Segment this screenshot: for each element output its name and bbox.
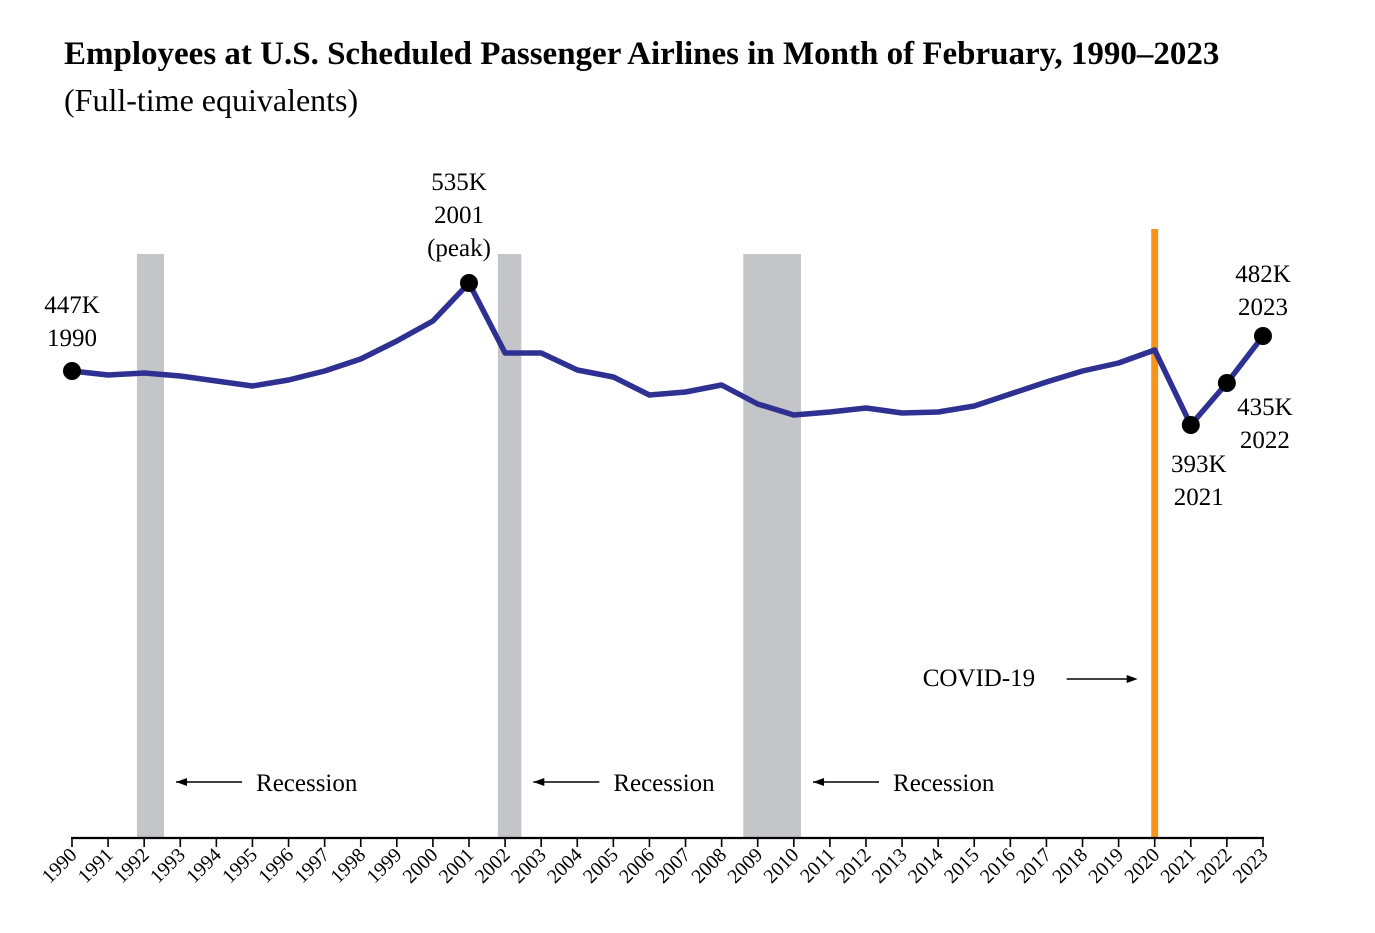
data-label: 393K — [1171, 451, 1227, 478]
x-tick-label: 2001 — [435, 844, 479, 888]
x-tick-label: 2015 — [940, 844, 984, 888]
recession-band — [136, 254, 165, 838]
x-tick-label: 1990 — [38, 844, 82, 888]
x-tick-label: 2020 — [1120, 844, 1164, 888]
series-line — [69, 280, 1266, 428]
x-tick-label: 2021 — [1156, 844, 1200, 888]
recession-label: Recession — [256, 770, 358, 797]
recession-arrow-head — [176, 778, 188, 786]
data-label: (peak) — [427, 235, 491, 262]
recession-arrow-head — [813, 778, 825, 786]
x-tick-label: 1998 — [326, 844, 370, 888]
covid-label: COVID-19 — [923, 665, 1035, 692]
x-tick-label: 1996 — [254, 844, 298, 888]
x-tick-label: 1999 — [363, 844, 407, 888]
data-point-marker — [1181, 416, 1200, 434]
x-tick-label: 2019 — [1084, 844, 1128, 888]
x-tick-label: 2017 — [1012, 844, 1056, 888]
x-tick-label: 1993 — [146, 844, 190, 888]
x-tick-label: 2022 — [1193, 844, 1237, 888]
data-label: 2001 — [434, 202, 484, 229]
x-tick-label: 2023 — [1229, 844, 1273, 888]
x-tick-label: 2011 — [796, 844, 839, 887]
data-label: 2023 — [1238, 294, 1288, 321]
x-tick-label: 2005 — [579, 844, 623, 888]
x-tick-label: 2010 — [759, 844, 803, 888]
x-tick-label: 1992 — [110, 844, 154, 888]
x-tick-label: 2007 — [651, 844, 695, 888]
x-tick-label: 2013 — [868, 844, 912, 888]
data-label: 535K — [431, 169, 487, 196]
chart-subtitle: (Full-time equivalents) — [64, 82, 359, 118]
x-tick-label: 1991 — [74, 844, 118, 888]
x-tick-label: 2000 — [399, 844, 443, 888]
recession-label: Recession — [613, 770, 715, 797]
recession-label: Recession — [893, 770, 995, 797]
data-point-marker — [63, 362, 81, 380]
chart-title: Employees at U.S. Scheduled Passenger Ai… — [64, 36, 1220, 72]
covid-arrow-head — [1126, 675, 1138, 683]
data-point-marker — [1217, 374, 1236, 392]
x-tick-label: 2006 — [615, 844, 659, 888]
x-tick-label: 2008 — [687, 844, 731, 888]
covid-line — [1151, 229, 1159, 838]
x-tick-label: 1995 — [218, 844, 262, 888]
x-tick-label: 2002 — [471, 844, 515, 888]
data-label: 482K — [1235, 261, 1291, 288]
x-tick-label: 1997 — [290, 844, 334, 888]
data-label: 447K — [44, 292, 100, 319]
x-tick-label: 2016 — [976, 844, 1020, 888]
x-tick-label: 2009 — [723, 844, 767, 888]
x-tick-label: 2018 — [1048, 844, 1092, 888]
data-label: 2022 — [1240, 427, 1290, 454]
data-point-marker — [1253, 327, 1272, 345]
data-label: 435K — [1237, 394, 1293, 421]
recession-band — [743, 254, 802, 838]
data-point-marker — [459, 274, 478, 292]
x-tick-label: 2004 — [543, 844, 587, 888]
data-label: 1990 — [47, 325, 97, 352]
x-tick-label: 2014 — [904, 844, 948, 888]
x-tick-label: 2012 — [832, 844, 876, 888]
data-label: 2021 — [1174, 484, 1224, 511]
recession-band — [497, 254, 522, 838]
x-tick-label: 2003 — [507, 844, 551, 888]
x-tick-label: 1994 — [182, 844, 226, 888]
recession-arrow-head — [533, 778, 545, 786]
